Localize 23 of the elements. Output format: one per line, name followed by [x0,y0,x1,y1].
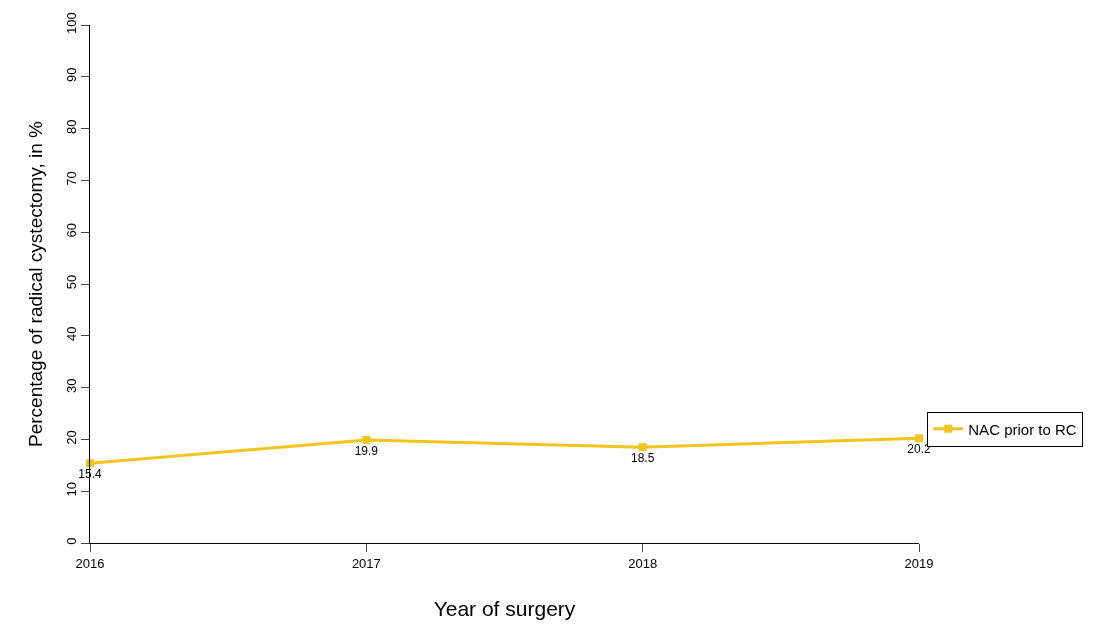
data-label: 19.9 [354,443,379,458]
y-tick-label: 60 [63,223,79,238]
point [362,435,371,444]
point [915,434,923,443]
y-tick-label: 0 [63,537,79,545]
x-tick-label: 2019 [904,555,934,571]
data-label: 18.5 [630,451,655,466]
y-tick-label: 40 [63,326,79,342]
y-tick-label: 20 [63,430,79,445]
y-tick-label: 50 [63,274,79,290]
y-tick-label: 30 [63,378,79,393]
y-tick-label: 10 [63,482,79,497]
point [638,443,647,452]
x-axis-title: Year of surgery [433,597,576,620]
y-tick-label: 70 [63,171,79,186]
legend-label: NAC prior to RC [968,420,1077,438]
y-tick-label: 90 [63,67,79,83]
y-tick-label: 100 [63,12,79,34]
x-tick-label: 2018 [628,555,658,571]
y-tick-label: 80 [63,119,79,134]
y-axis-title: Percentage of radical cystectomy, in % [25,120,46,447]
x-tick-label: 2016 [75,555,105,571]
x-tick-label: 2017 [351,555,381,571]
